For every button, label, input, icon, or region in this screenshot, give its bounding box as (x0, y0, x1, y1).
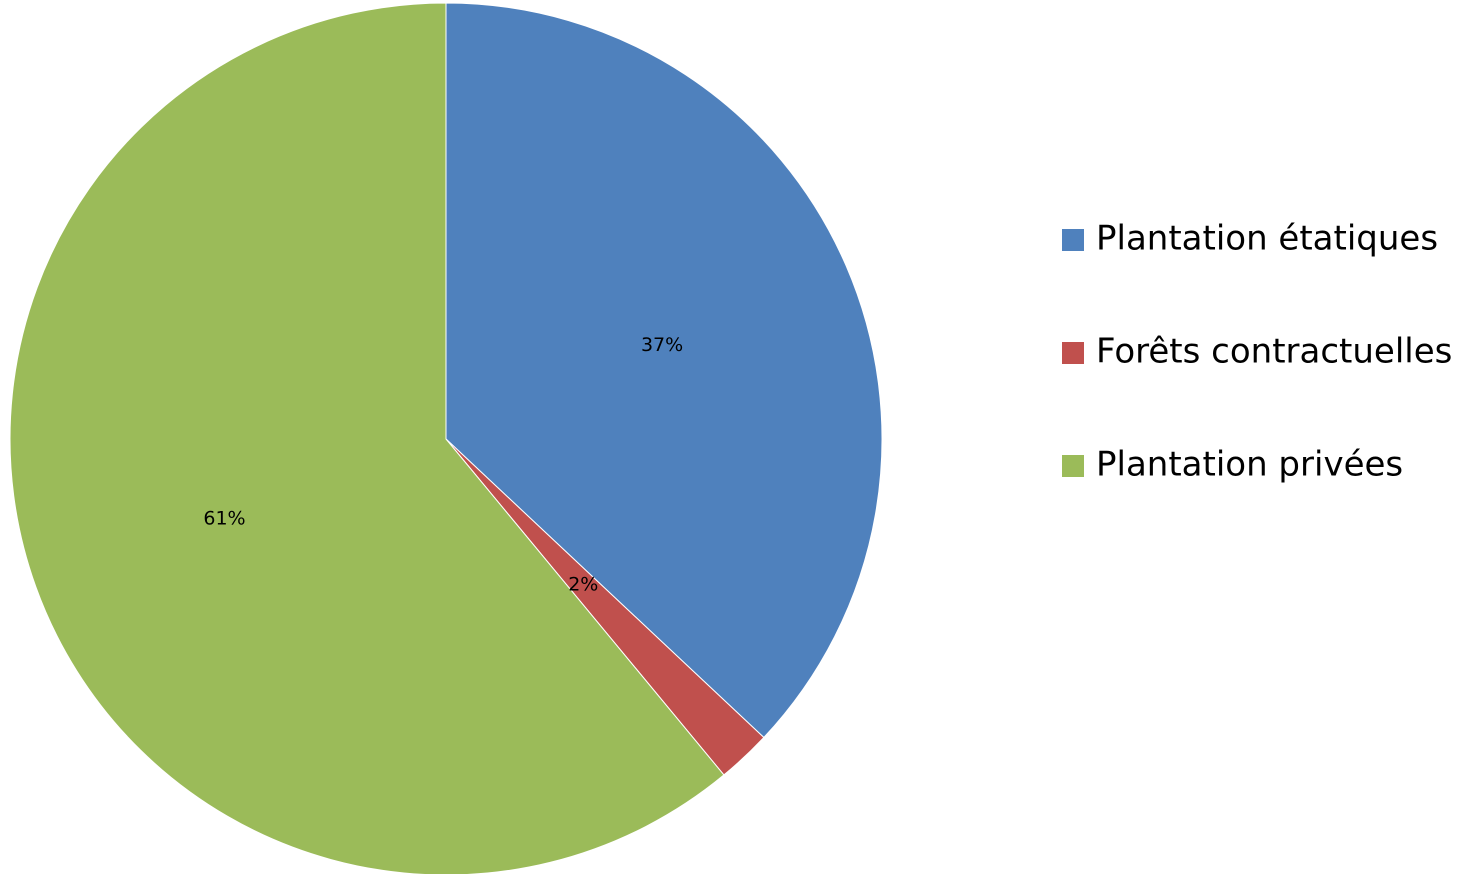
legend-item-forets-contractuelles: Forêts contractuelles (1062, 332, 1452, 372)
data-label-plantation-privees: 61% (203, 507, 245, 529)
legend: Plantation étatiques Forêts contractuelle… (1062, 219, 1452, 485)
legend-swatch-plantation-privees (1062, 455, 1084, 477)
legend-label-forets-contractuelles: Forêts contractuelles (1096, 332, 1452, 372)
data-label-forets-contractuelles: 2% (568, 574, 598, 596)
legend-label-plantation-privees: Plantation privées (1096, 445, 1403, 485)
legend-item-plantation-etatiques: Plantation étatiques (1062, 219, 1438, 259)
legend-label-plantation-etatiques: Plantation étatiques (1096, 219, 1438, 259)
legend-item-plantation-privees: Plantation privées (1062, 445, 1403, 485)
pie-slice-plantation-privees (9, 2, 725, 874)
pie-data-labels: 37% 2% 61% (203, 334, 683, 596)
pie-slices (9, 2, 883, 874)
pie-slice-plantation-etatiques (445, 2, 883, 739)
legend-swatch-forets-contractuelles (1062, 342, 1084, 364)
legend-swatch-plantation-etatiques (1062, 229, 1084, 251)
data-label-plantation-etatiques: 37% (641, 334, 683, 356)
